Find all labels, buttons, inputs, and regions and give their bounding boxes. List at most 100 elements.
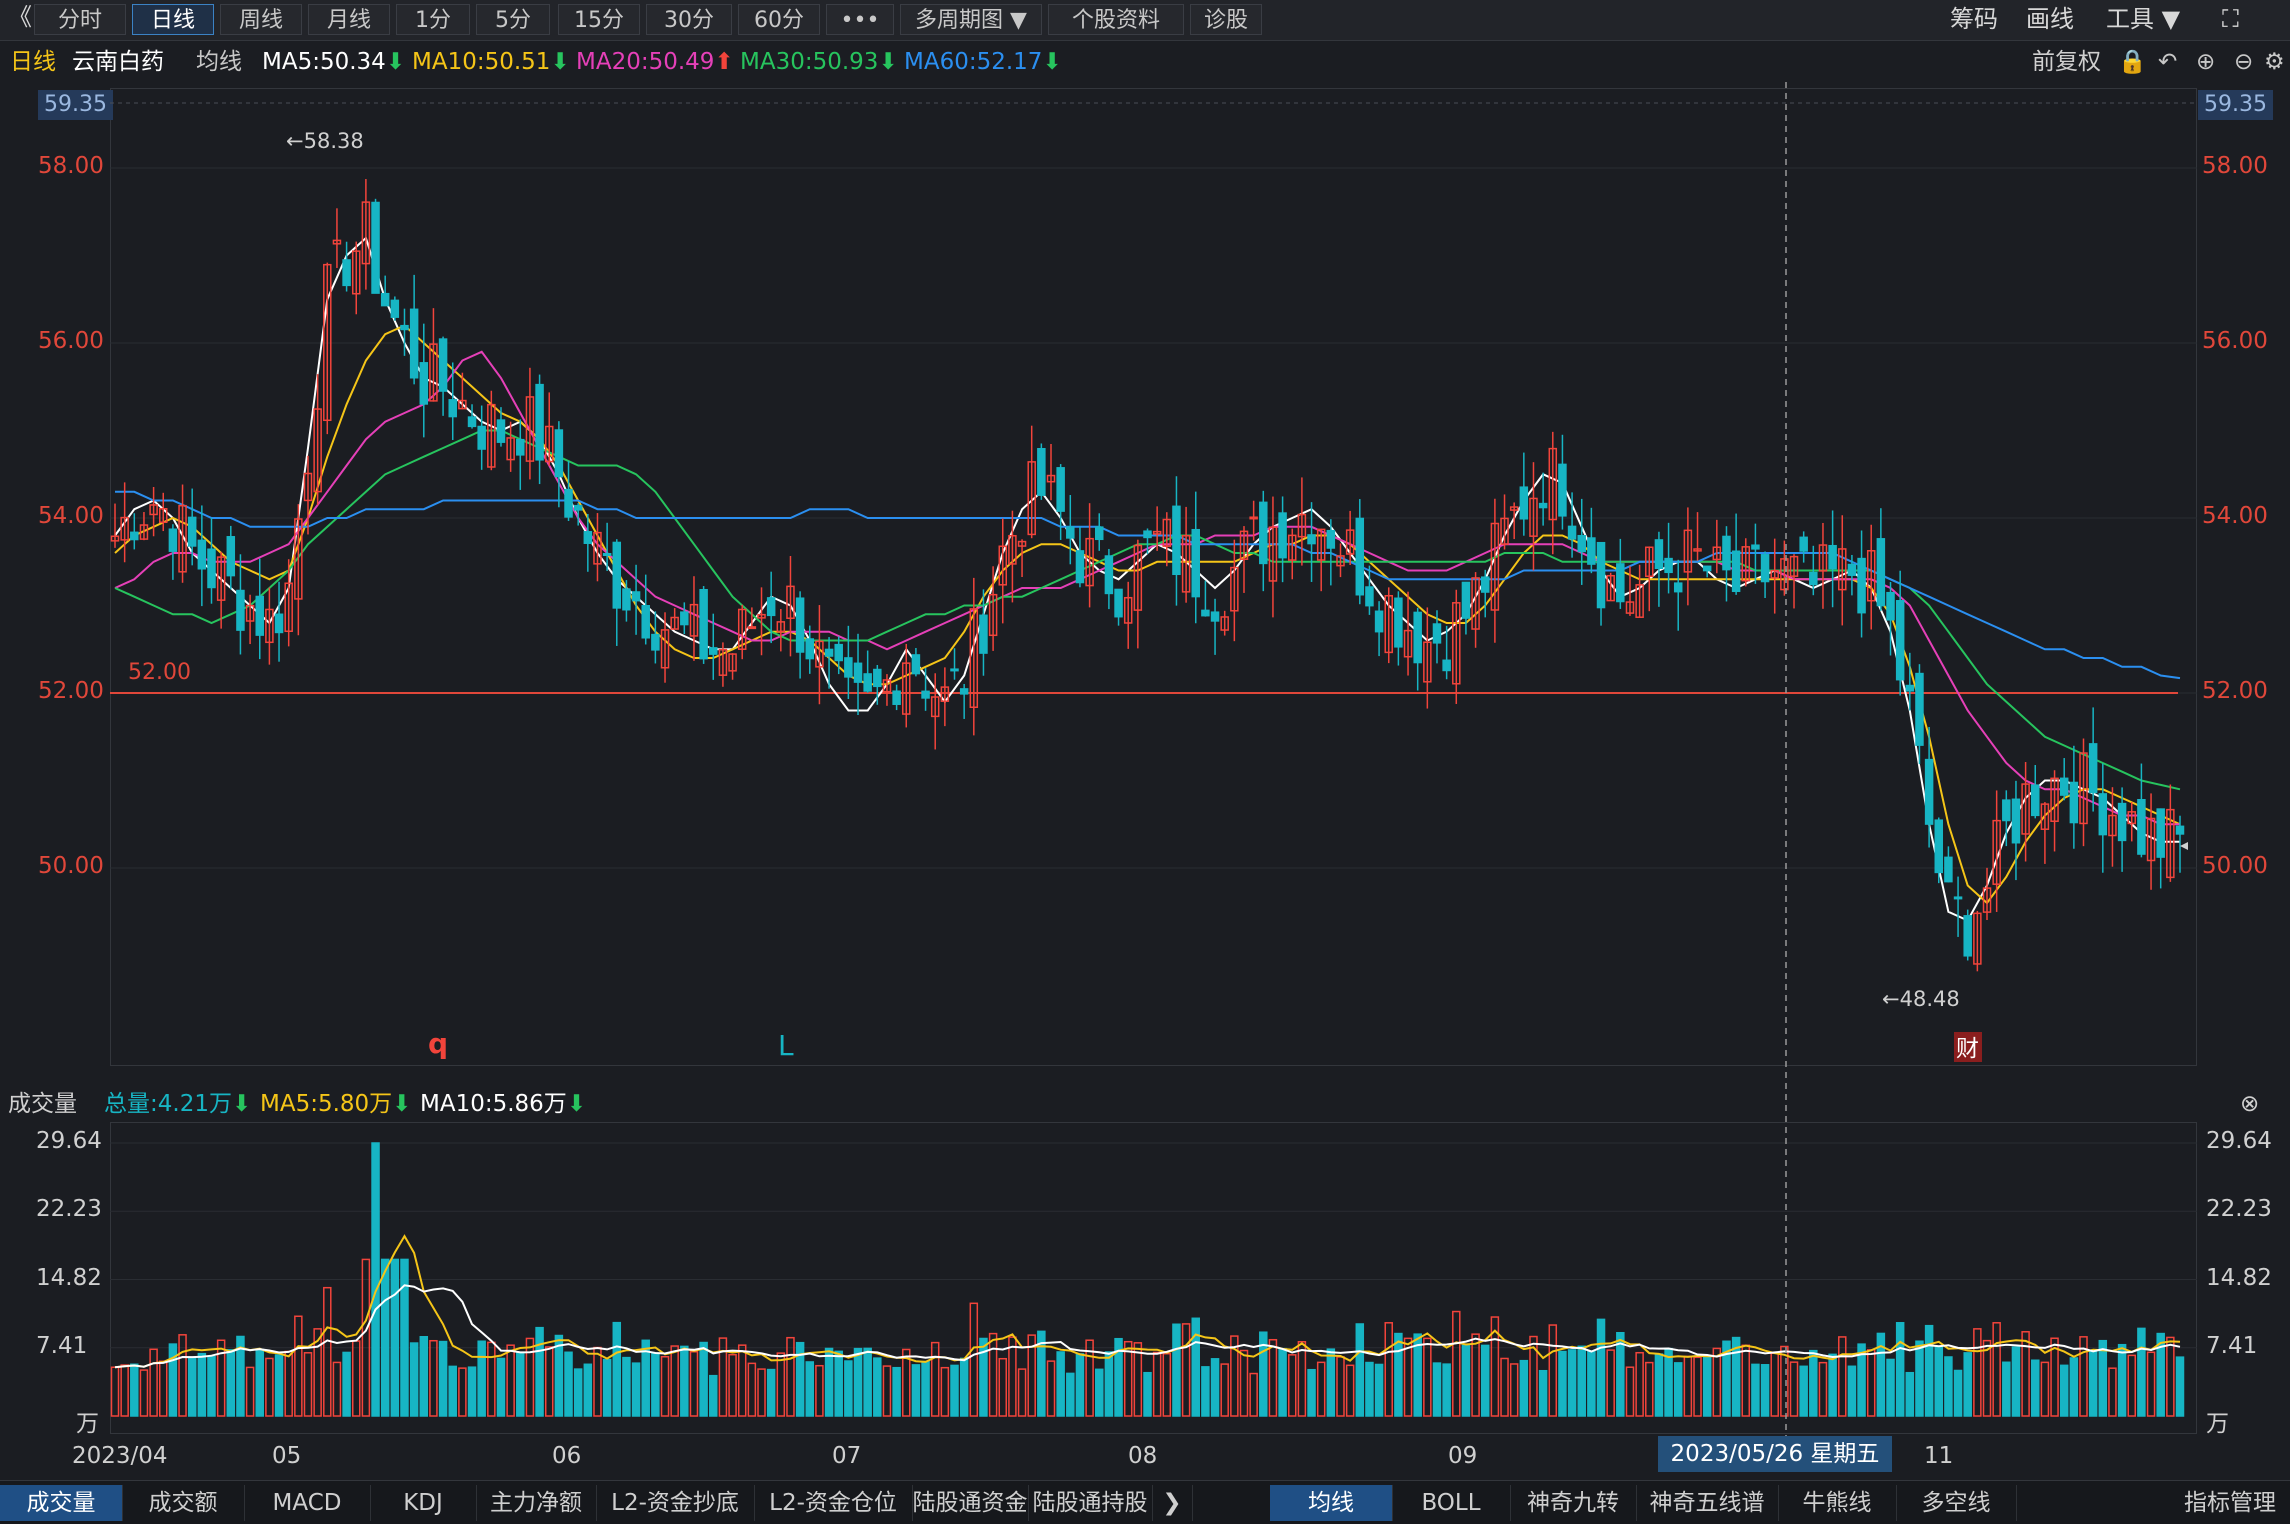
volume-bar-134 bbox=[1403, 1337, 1413, 1417]
candle-body-43 bbox=[525, 396, 535, 462]
candle-body-156 bbox=[1616, 563, 1625, 603]
indicator-settings-button[interactable]: 指标管理 bbox=[2170, 1485, 2290, 1521]
overlay-tab-5[interactable]: 多空线 bbox=[1896, 1485, 2017, 1521]
candle-body-167 bbox=[1722, 535, 1731, 571]
volume-bar-74 bbox=[824, 1347, 834, 1417]
candle-body-53 bbox=[622, 588, 631, 611]
candle-body-40 bbox=[496, 419, 506, 443]
period-tab-2[interactable]: 周线 bbox=[220, 4, 302, 35]
volume-bar-45 bbox=[544, 1346, 554, 1417]
overlay-tab-3[interactable]: 神奇五线谱 bbox=[1636, 1485, 1779, 1521]
crosshair-date: 2023/05/26 星期五 bbox=[1658, 1436, 1892, 1472]
chips-button[interactable]: 筹码 bbox=[1950, 5, 1998, 33]
period-tab-12[interactable]: 诊股 bbox=[1190, 4, 1262, 35]
zoom-out-icon[interactable]: ⊖ bbox=[2234, 49, 2254, 75]
period-tab-7[interactable]: 30分 bbox=[646, 4, 732, 35]
back-button[interactable]: 《 bbox=[8, 3, 32, 31]
candle-body-8 bbox=[187, 516, 197, 547]
candle-body-198 bbox=[2021, 783, 2030, 835]
volume-bar-62 bbox=[709, 1374, 718, 1417]
zoom-in-icon[interactable]: ⊕ bbox=[2196, 49, 2216, 75]
candle-body-196 bbox=[2002, 799, 2011, 822]
volume-bar-142 bbox=[1480, 1344, 1490, 1417]
draw-line-button[interactable]: 画线 bbox=[2026, 5, 2074, 33]
candle-body-200 bbox=[2040, 803, 2050, 830]
volume-bar-189 bbox=[1934, 1345, 1944, 1417]
period-tab-1[interactable]: 日线 bbox=[132, 4, 214, 35]
period-tab-4[interactable]: 1分 bbox=[396, 4, 470, 35]
candle-body-132 bbox=[1384, 594, 1393, 654]
fullscreen-icon[interactable]: ⛶ bbox=[2222, 5, 2239, 33]
indicator-tab-7[interactable]: 陆股通资金 bbox=[912, 1485, 1029, 1521]
candle-body-57 bbox=[660, 629, 670, 669]
period-tab-9[interactable]: ••• bbox=[826, 4, 894, 35]
candle-body-126 bbox=[1326, 529, 1336, 549]
volume-bar-191 bbox=[1953, 1369, 1963, 1417]
x-tick-1: 05 bbox=[272, 1443, 302, 1469]
ma-title[interactable]: 均线 bbox=[196, 49, 242, 75]
indicator-tab-3[interactable]: KDJ bbox=[370, 1485, 477, 1521]
candle-body-205 bbox=[2088, 743, 2098, 794]
period-tab-3[interactable]: 月线 bbox=[308, 4, 390, 35]
candle-body-201 bbox=[2050, 777, 2059, 822]
more-indicators-icon[interactable]: ❯ bbox=[1152, 1485, 1193, 1521]
undo-icon[interactable]: ↶ bbox=[2158, 49, 2178, 75]
settings-icon[interactable]: ⚙ bbox=[2264, 49, 2285, 75]
volume-bar-139 bbox=[1452, 1310, 1461, 1417]
volume-bar-130 bbox=[1365, 1361, 1374, 1417]
volume-bar-175 bbox=[1799, 1365, 1808, 1417]
candle-body-168 bbox=[1731, 550, 1741, 593]
volume-bar-37 bbox=[467, 1366, 477, 1417]
volume-title[interactable]: 成交量 bbox=[8, 1091, 77, 1117]
candle-body-45 bbox=[544, 425, 554, 463]
volume-bar-17 bbox=[274, 1354, 284, 1417]
indicator-tab-4[interactable]: 主力净额 bbox=[476, 1485, 597, 1521]
indicator-tabs: 成交量 成交额 MACD KDJ 主力净额 L2-资金抄底 L2-资金仓位 陆股通资金 陆股通持… bbox=[0, 1480, 2290, 1524]
volume-bar-177 bbox=[1818, 1361, 1828, 1417]
volume-panel[interactable] bbox=[110, 1122, 2197, 1434]
volume-bar-46 bbox=[554, 1334, 564, 1417]
volume-bar-133 bbox=[1394, 1332, 1403, 1417]
indicator-tab-1[interactable]: 成交额 bbox=[122, 1485, 245, 1521]
price-tick-r-0: 58.00 bbox=[2202, 153, 2268, 179]
indicator-tab-2[interactable]: MACD bbox=[244, 1485, 371, 1521]
volume-bar-204 bbox=[2079, 1336, 2088, 1417]
candle-body-15 bbox=[255, 595, 264, 636]
volume-bar-95 bbox=[1027, 1334, 1036, 1417]
period-tab-10[interactable]: 多周期图 ▼ bbox=[900, 4, 1042, 35]
volume-bar-119 bbox=[1259, 1331, 1268, 1417]
indicator-tab-0[interactable]: 成交量 bbox=[0, 1485, 123, 1521]
high-price-label: ←58.38 bbox=[286, 129, 364, 153]
close-panel-icon[interactable]: ⊗ bbox=[2240, 1091, 2260, 1117]
candle-body-149 bbox=[1548, 447, 1558, 521]
indicator-tab-8[interactable]: 陆股通持股 bbox=[1028, 1485, 1153, 1521]
period-tab-0[interactable]: 分时 bbox=[34, 4, 126, 35]
period-tab-11[interactable]: 个股资料 bbox=[1048, 4, 1184, 35]
ma-line-ma30 bbox=[114, 429, 2181, 791]
indicator-tab-5[interactable]: L2-资金抄底 bbox=[596, 1485, 755, 1521]
volume-bar-166 bbox=[1712, 1347, 1722, 1417]
overlay-tab-1[interactable]: BOLL bbox=[1392, 1485, 1511, 1521]
tools-menu[interactable]: 工具 ▼ bbox=[2106, 5, 2181, 33]
period-tab-5[interactable]: 5分 bbox=[476, 4, 550, 35]
candle-body-165 bbox=[1702, 565, 1712, 572]
overlay-tab-4[interactable]: 牛熊线 bbox=[1778, 1485, 1897, 1521]
period-tab-6[interactable]: 15分 bbox=[558, 4, 640, 35]
overlay-tab-0[interactable]: 均线 bbox=[1270, 1485, 1393, 1521]
volume-bar-143 bbox=[1490, 1316, 1500, 1417]
candle-body-61 bbox=[699, 588, 708, 660]
candle-body-130 bbox=[1365, 586, 1374, 607]
candle-body-80 bbox=[882, 679, 892, 693]
volume-bar-129 bbox=[1355, 1323, 1365, 1417]
candle-body-195 bbox=[1992, 819, 2001, 885]
period-tab-8[interactable]: 60分 bbox=[738, 4, 820, 35]
volume-bar-105 bbox=[1123, 1340, 1133, 1417]
candle-body-91 bbox=[988, 593, 998, 637]
indicator-tab-6[interactable]: L2-资金仓位 bbox=[754, 1485, 913, 1521]
fuquan-selector[interactable]: 前复权 bbox=[2032, 49, 2101, 75]
candle-body-186 bbox=[1905, 684, 1915, 692]
candle-body-46 bbox=[554, 429, 564, 478]
candlestick-panel[interactable] bbox=[110, 88, 2197, 1066]
lock-icon[interactable]: 🔒 bbox=[2118, 49, 2147, 75]
overlay-tab-2[interactable]: 神奇九转 bbox=[1510, 1485, 1637, 1521]
